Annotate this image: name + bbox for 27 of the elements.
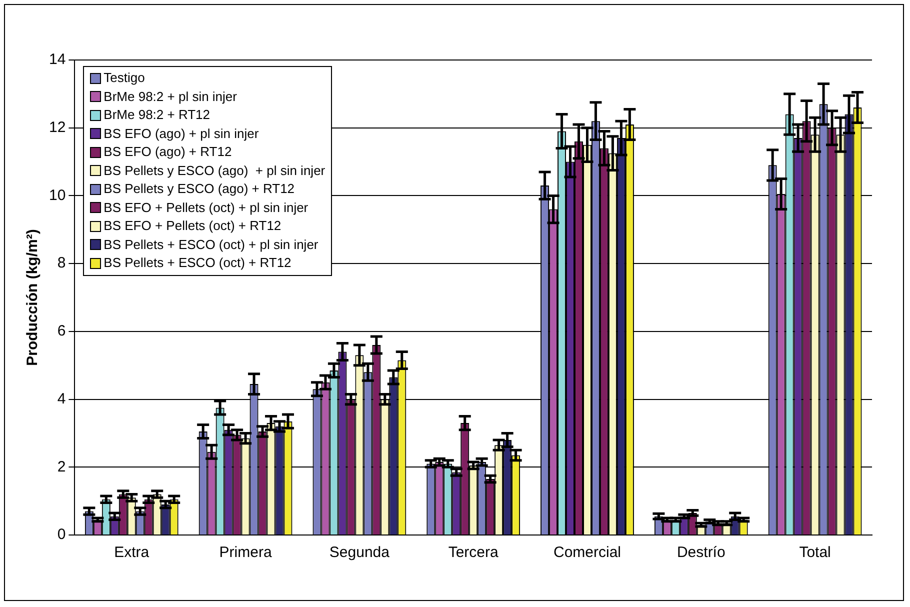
x-tick-label: Destrío	[676, 544, 726, 562]
y-tick-label: 4	[57, 390, 66, 408]
y-tick-label: 2	[57, 458, 66, 476]
y-tick-label: 12	[48, 119, 66, 136]
y-tick-label: 6	[57, 322, 66, 340]
legend-label: BS EFO + Pellets (oct) + pl sin injer	[104, 198, 308, 217]
x-tick-label: Primera	[219, 544, 272, 562]
legend-label: BS EFO (ago) + RT12	[104, 143, 232, 161]
legend-label: BS Pellets y ESCO (ago) + pl sin injer	[104, 162, 326, 180]
legend-label: BS Pellets y ESCO (ago) + RT12	[104, 180, 295, 198]
legend-label: BrMe 98:2 + pl sin injer	[104, 88, 237, 106]
x-tick-label: Segunda	[329, 544, 390, 562]
legend-label: BS EFO + Pellets (oct) + RT12	[104, 217, 282, 235]
y-tick-label: 0	[57, 526, 66, 544]
y-tick-label: 14	[48, 51, 66, 68]
legend-label: BrMe 98:2 + RT12	[104, 106, 210, 124]
x-tick-label: Total	[799, 544, 831, 562]
x-tick-label: Tercera	[448, 544, 499, 562]
y-tick-label: 8	[57, 254, 66, 272]
legend-label: BS EFO (ago) + pl sin injer	[104, 124, 259, 143]
y-tick-label: 10	[48, 186, 66, 204]
y-axis-title: Producción (kg/m²)	[24, 229, 42, 366]
x-tick-label: Comercial	[553, 544, 621, 562]
legend-label: BS Pellets + ESCO (oct) + RT12	[104, 254, 292, 272]
x-tick-label: Extra	[114, 544, 150, 562]
legend-label: Testigo	[104, 69, 145, 87]
legend-label: BS Pellets + ESCO (oct) + pl sin injer	[104, 236, 318, 254]
